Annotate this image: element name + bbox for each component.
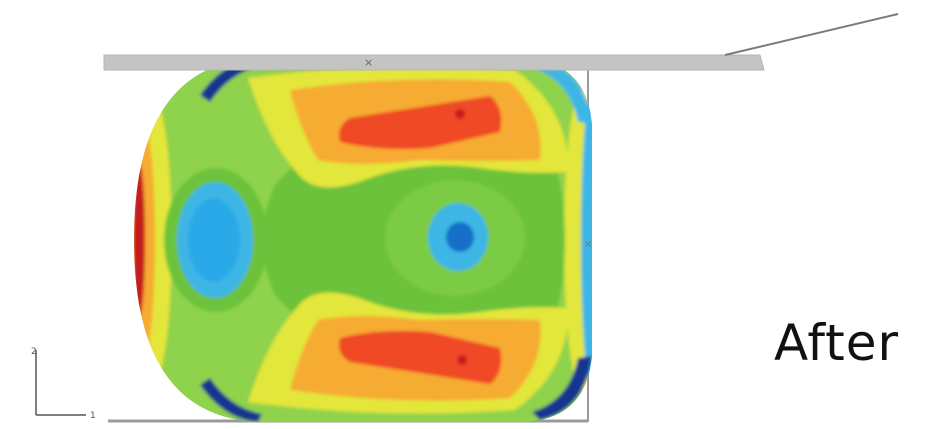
stress-contour-body bbox=[134, 58, 592, 422]
corner-bottom-left-blue bbox=[200, 378, 262, 422]
die-leader-line bbox=[724, 13, 899, 56]
upper-peak bbox=[455, 109, 465, 119]
die-plate: × bbox=[103, 13, 899, 71]
die-marker: × bbox=[364, 56, 373, 69]
center-min-blue bbox=[446, 222, 474, 252]
axis-triad: 2 1 bbox=[31, 347, 96, 421]
corner-bottom-right-blue bbox=[532, 356, 592, 420]
triad-x-label: 1 bbox=[90, 411, 96, 421]
side-marker: × bbox=[584, 239, 592, 250]
lower-peak bbox=[457, 355, 467, 365]
caption-after: After bbox=[774, 314, 900, 372]
left-min-lightblue bbox=[188, 198, 240, 282]
left-edge-red-band bbox=[134, 162, 145, 318]
corner-top-right-blue bbox=[532, 60, 592, 124]
lower-lobe-red bbox=[339, 330, 502, 384]
right-edge-cyan-band bbox=[581, 100, 592, 380]
triad-y-label: 2 bbox=[31, 347, 37, 357]
